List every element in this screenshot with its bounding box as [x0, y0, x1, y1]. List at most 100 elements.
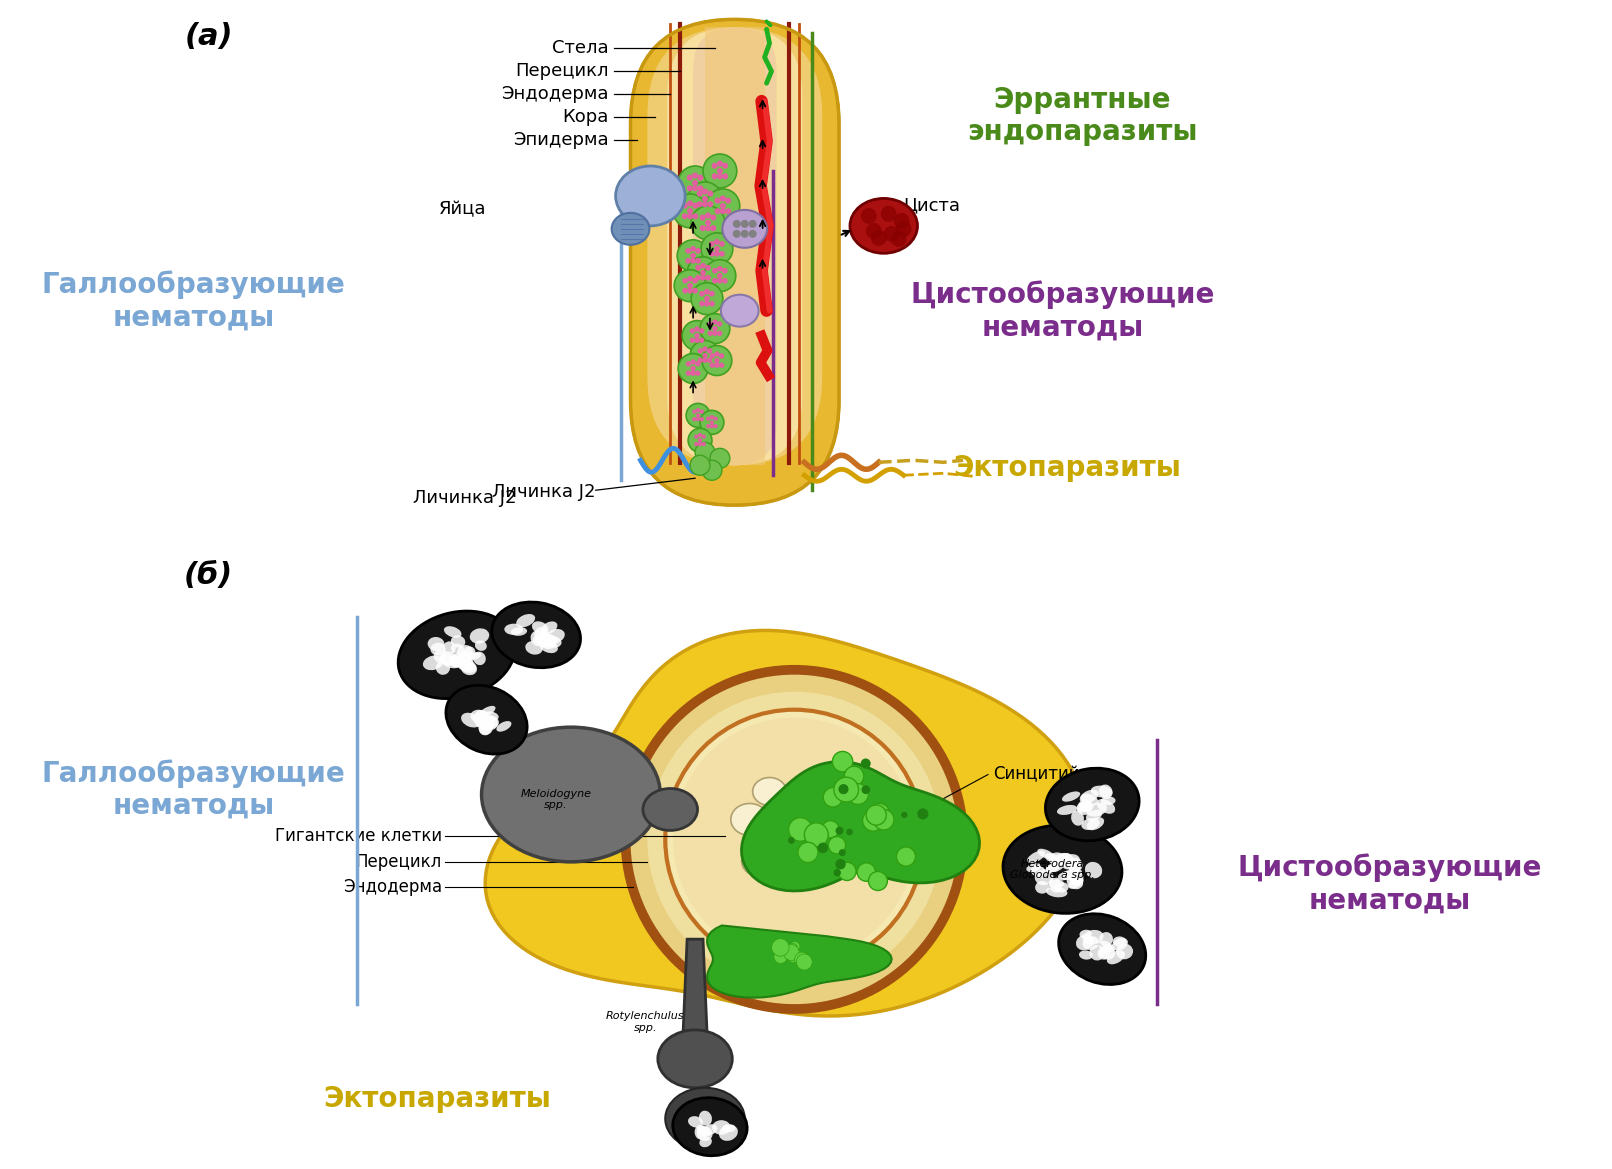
Circle shape [698, 358, 703, 362]
Circle shape [677, 240, 709, 271]
Ellipse shape [1116, 943, 1133, 960]
Circle shape [714, 238, 721, 244]
Circle shape [717, 265, 722, 271]
Text: Циста: Циста [904, 196, 961, 215]
Ellipse shape [791, 808, 827, 836]
Ellipse shape [1103, 945, 1114, 954]
Circle shape [709, 415, 714, 420]
Circle shape [714, 362, 719, 368]
Circle shape [708, 191, 713, 196]
Ellipse shape [1061, 869, 1082, 880]
Text: Личинка J2: Личинка J2 [492, 483, 596, 502]
Circle shape [700, 313, 730, 344]
Ellipse shape [463, 646, 476, 658]
Circle shape [687, 174, 693, 181]
Circle shape [698, 185, 703, 192]
Circle shape [674, 270, 706, 302]
Ellipse shape [1027, 851, 1045, 863]
Circle shape [695, 371, 700, 376]
Ellipse shape [1082, 818, 1099, 830]
Circle shape [721, 208, 725, 214]
Ellipse shape [434, 649, 447, 663]
Ellipse shape [1067, 858, 1083, 872]
Circle shape [709, 424, 714, 428]
Circle shape [698, 438, 703, 443]
Ellipse shape [1085, 862, 1103, 878]
Text: Перецикл: Перецикл [516, 62, 609, 81]
Circle shape [891, 230, 906, 247]
Ellipse shape [1080, 929, 1091, 939]
Ellipse shape [440, 655, 461, 669]
Ellipse shape [1078, 950, 1093, 960]
Circle shape [795, 952, 809, 967]
Circle shape [829, 837, 846, 853]
Circle shape [674, 194, 708, 228]
Ellipse shape [474, 651, 485, 665]
Circle shape [690, 253, 696, 258]
Ellipse shape [443, 642, 456, 655]
Circle shape [798, 843, 817, 863]
Ellipse shape [1032, 865, 1046, 877]
Polygon shape [683, 939, 708, 1031]
Ellipse shape [461, 713, 480, 727]
Circle shape [690, 371, 696, 376]
Ellipse shape [1003, 825, 1122, 913]
Circle shape [717, 331, 722, 336]
Circle shape [687, 288, 693, 293]
Circle shape [700, 226, 706, 231]
Ellipse shape [1027, 863, 1041, 872]
Ellipse shape [472, 713, 485, 725]
Text: Эндодерма: Эндодерма [343, 878, 442, 897]
Polygon shape [708, 926, 891, 997]
Circle shape [719, 241, 725, 247]
Circle shape [708, 321, 713, 326]
Ellipse shape [1086, 803, 1107, 817]
Text: Галлообразующие
нематоды: Галлообразующие нематоды [42, 270, 345, 331]
Ellipse shape [1086, 817, 1104, 830]
Circle shape [695, 442, 714, 462]
Circle shape [717, 168, 722, 174]
Ellipse shape [471, 710, 487, 721]
Ellipse shape [435, 660, 450, 675]
Circle shape [701, 461, 722, 480]
Ellipse shape [461, 652, 476, 660]
Text: Meloidogyne
spp.: Meloidogyne spp. [521, 789, 592, 810]
Circle shape [687, 185, 693, 192]
Ellipse shape [1077, 802, 1091, 812]
Ellipse shape [1078, 800, 1093, 811]
Polygon shape [742, 762, 980, 891]
Circle shape [896, 221, 911, 237]
Circle shape [692, 173, 698, 179]
Circle shape [690, 245, 696, 251]
Circle shape [713, 326, 717, 331]
Circle shape [704, 275, 711, 281]
Text: Кора: Кора [563, 108, 609, 126]
Ellipse shape [696, 1126, 713, 1141]
Ellipse shape [611, 213, 650, 244]
Ellipse shape [1086, 810, 1103, 821]
Circle shape [695, 326, 700, 332]
Ellipse shape [1062, 855, 1080, 866]
Circle shape [845, 767, 864, 786]
Bar [704, 27, 764, 465]
Ellipse shape [1082, 794, 1098, 805]
Ellipse shape [476, 641, 487, 651]
Circle shape [687, 403, 709, 428]
Ellipse shape [511, 627, 527, 636]
Circle shape [893, 213, 909, 229]
Ellipse shape [1046, 887, 1067, 898]
Circle shape [714, 198, 721, 203]
Circle shape [901, 811, 908, 818]
Circle shape [866, 223, 882, 238]
Ellipse shape [721, 295, 759, 326]
Circle shape [861, 786, 870, 794]
Circle shape [685, 361, 692, 367]
Circle shape [787, 948, 801, 963]
Circle shape [695, 442, 698, 447]
Circle shape [690, 340, 721, 371]
Circle shape [719, 353, 724, 359]
Circle shape [704, 220, 711, 226]
Circle shape [862, 810, 883, 831]
Circle shape [896, 848, 916, 866]
Circle shape [698, 433, 703, 437]
